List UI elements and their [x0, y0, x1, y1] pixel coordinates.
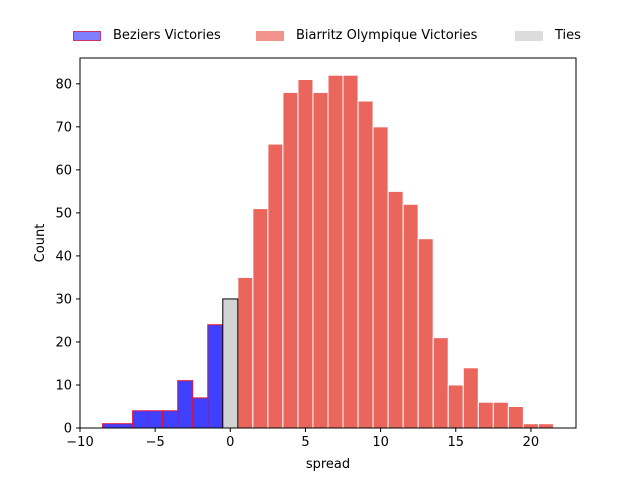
bar-series1-bin-21 [537, 423, 554, 429]
bar-series1-bin-8 [342, 74, 359, 429]
bar-series1-bin-6 [312, 91, 329, 429]
x-tick-label: 20 [523, 435, 540, 450]
bar-series0-bin--5 [147, 410, 164, 429]
bar-series1-bin-12 [402, 203, 419, 429]
bar-series1-bin-15 [447, 384, 464, 429]
bar-series1-bin-2 [252, 208, 269, 429]
legend-swatch-ties [515, 30, 543, 41]
x-tick-label: 5 [301, 435, 309, 450]
y-tick-label: 30 [55, 292, 72, 307]
legend-label-biarritz: Biarritz Olympique Victories [296, 28, 478, 43]
bar-series1-bin-16 [462, 367, 479, 429]
bar-series1-bin-17 [477, 401, 494, 429]
x-axis-label: spread [306, 457, 350, 472]
x-tick-label: 15 [447, 435, 464, 450]
bar-series0-bin--7 [117, 423, 134, 429]
legend-item-beziers: Beziers Victories [73, 28, 221, 43]
y-tick-label: 40 [55, 249, 72, 264]
bar-series1-bin-18 [492, 401, 509, 429]
x-tick-label: 0 [226, 435, 234, 450]
bar-series0-bin--8 [102, 423, 119, 429]
bar-series1-bin-1 [237, 276, 254, 429]
y-tick-label: 50 [55, 206, 72, 221]
plot-frame [79, 57, 577, 429]
bar-series1-bin-10 [372, 126, 389, 429]
y-tick-label: 10 [55, 378, 72, 393]
y-axis: 0 10 20 30 40 50 60 70 80 [55, 77, 80, 437]
y-tick-label: 60 [55, 163, 72, 178]
y-tick-label: 80 [55, 77, 72, 92]
y-axis-label: Count [33, 224, 48, 263]
legend: Beziers Victories Biarritz Olympique Vic… [0, 28, 640, 48]
legend-item-biarritz: Biarritz Olympique Victories [256, 28, 477, 43]
bar-series1-bin-4 [282, 91, 299, 429]
legend-swatch-biarritz [256, 30, 284, 41]
bar-series0-bin--4 [162, 410, 179, 429]
legend-label-ties: Ties [555, 28, 581, 43]
x-tick-label: −10 [66, 435, 93, 450]
bar-series0-bin--3 [177, 380, 194, 429]
bar-series1-bin-13 [417, 238, 434, 429]
x-tick-label: 10 [372, 435, 389, 450]
x-axis: −10 −5 0 5 10 15 20 [66, 428, 539, 450]
bars-group [102, 74, 554, 429]
bar-series1-bin-7 [327, 74, 344, 429]
bar-series0-bin--1 [207, 324, 224, 429]
y-tick-label: 20 [55, 335, 72, 350]
x-tick-label: −5 [146, 435, 165, 450]
bar-series1-bin-11 [387, 190, 404, 429]
legend-item-ties: Ties [515, 28, 581, 43]
bar-series1-bin-5 [297, 79, 314, 429]
bar-series1-bin-9 [357, 100, 374, 429]
bar-series1-bin-19 [507, 405, 524, 429]
bar-series1-bin-20 [522, 423, 539, 429]
legend-swatch-beziers [73, 30, 101, 41]
legend-label-beziers: Beziers Victories [113, 28, 221, 43]
y-tick-label: 70 [55, 120, 72, 135]
bar-series0-bin--6 [132, 410, 149, 429]
y-tick-label: 0 [64, 422, 72, 437]
bar-series1-bin-14 [432, 337, 449, 429]
bar-series1-bin-3 [267, 143, 284, 429]
bar-series0-bin--2 [192, 397, 209, 429]
bar-series2-bin-0 [222, 298, 239, 429]
